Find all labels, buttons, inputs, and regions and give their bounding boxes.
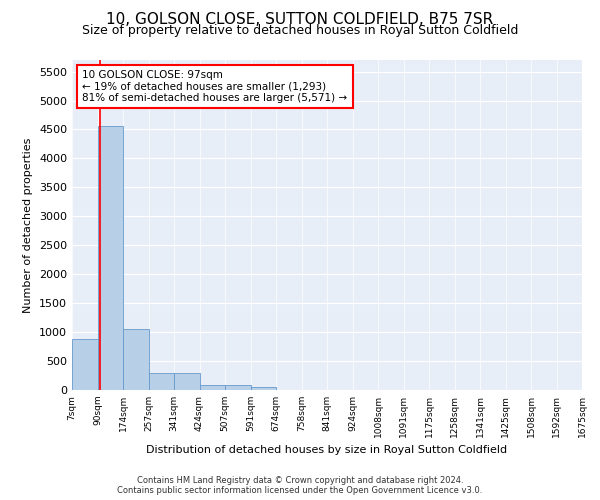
Text: Contains HM Land Registry data © Crown copyright and database right 2024.
Contai: Contains HM Land Registry data © Crown c…: [118, 476, 482, 495]
Bar: [97, 126, 123, 390]
Bar: [123, 328, 149, 390]
Text: 10 GOLSON CLOSE: 97sqm
← 19% of detached houses are smaller (1,293)
81% of semi-: 10 GOLSON CLOSE: 97sqm ← 19% of detached…: [82, 70, 347, 103]
X-axis label: Distribution of detached houses by size in Royal Sutton Coldfield: Distribution of detached houses by size …: [146, 446, 508, 456]
Bar: [225, 386, 251, 390]
Bar: [174, 373, 199, 390]
Text: Size of property relative to detached houses in Royal Sutton Coldfield: Size of property relative to detached ho…: [82, 24, 518, 37]
Bar: [199, 384, 225, 390]
Bar: [72, 339, 97, 390]
Bar: [149, 373, 174, 390]
Bar: [251, 387, 276, 390]
Y-axis label: Number of detached properties: Number of detached properties: [23, 138, 34, 312]
Text: 10, GOLSON CLOSE, SUTTON COLDFIELD, B75 7SR: 10, GOLSON CLOSE, SUTTON COLDFIELD, B75 …: [106, 12, 494, 28]
